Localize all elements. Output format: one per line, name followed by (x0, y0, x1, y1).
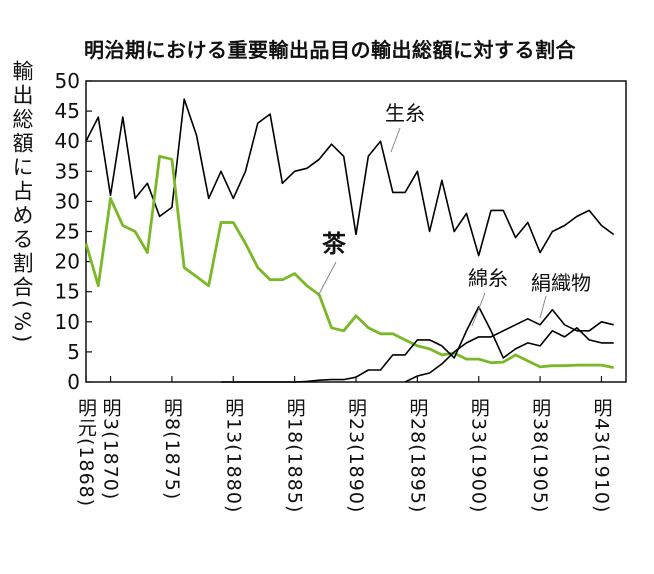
y-tick-label: 10 (55, 310, 80, 334)
series-line (404, 308, 614, 383)
x-tick-label: 明43(1910) (590, 398, 612, 513)
x-tick-label: 明13(1880) (222, 398, 244, 513)
y-axis-label: 輸出総額に占める割合(%) (10, 60, 34, 346)
series-line (84, 154, 614, 369)
y-tick-label: 45 (55, 99, 80, 123)
y-tick-label: 35 (55, 159, 80, 183)
x-tick-label: 明23(1890) (345, 398, 367, 513)
y-tick-label: 25 (55, 220, 80, 244)
y-axis: 0 5 10 15 20 25 30 35 40 45 50 (55, 69, 92, 394)
y-tick-label: 0 (67, 370, 80, 394)
label-leader-line (539, 295, 547, 319)
series-lines (84, 98, 615, 383)
label-leader-line (471, 292, 486, 327)
label-leader-line (390, 127, 401, 153)
label-leader-line (317, 261, 337, 297)
y-tick-label: 40 (55, 129, 80, 153)
x-axis: 明元(1868) 明3(1870) 明8(1875) 明13(1880) 明18(188… (75, 376, 612, 513)
x-tick-label: 明33(1900) (468, 398, 490, 513)
x-tick-label: 明8(1875) (161, 398, 183, 500)
x-tick-label: 明18(1885) (284, 398, 306, 513)
y-tick-label: 20 (55, 250, 80, 274)
x-tick-label: 明元(1868) (75, 398, 97, 507)
y-tick-label: 50 (55, 69, 80, 93)
chart-title: 明治期における重要輸出品目の輸出総額に対する割合 (84, 38, 576, 62)
y-tick-label: 30 (55, 189, 80, 213)
series-label: 綿糸 (468, 266, 508, 290)
y-tick-label: 5 (67, 340, 80, 364)
series-label: 生糸 (385, 101, 425, 125)
series-line (85, 98, 615, 257)
x-tick-label: 明38(1905) (529, 398, 551, 513)
series-line (221, 305, 614, 383)
x-tick-label: 明3(1870) (100, 398, 122, 500)
series-label: 絹織物 (531, 271, 591, 295)
series-label: 茶 (322, 230, 347, 258)
x-tick-label: 明28(1895) (406, 398, 428, 513)
y-tick-label: 15 (55, 280, 80, 304)
